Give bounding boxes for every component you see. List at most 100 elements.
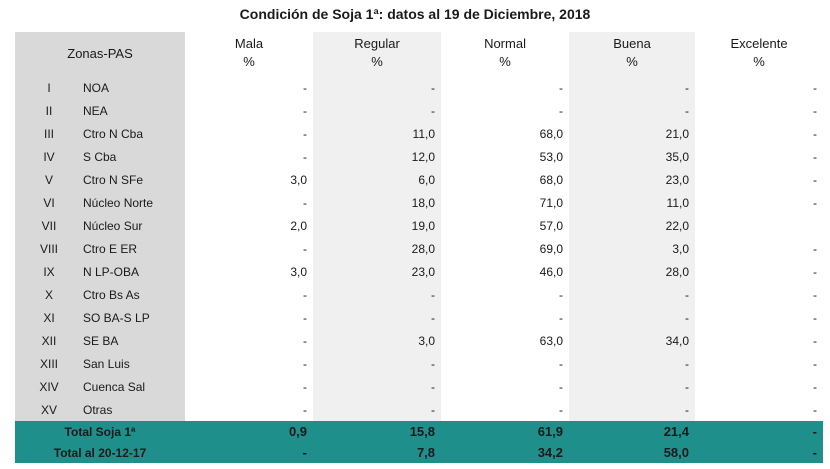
cell-mala: - [303,126,308,141]
cell-mala: - [303,402,308,417]
total-cell-normal: 34,2 [441,442,570,463]
cell-mala: 2,0 [290,218,308,233]
col-unit: % [243,54,255,69]
cell-excelente: - [813,149,818,164]
cell-normal: - [559,310,564,325]
total-cell-excelente: - [695,421,824,442]
zone-number: X [15,283,83,306]
cell-mala: - [303,103,308,118]
total-cell-regular: 7,8 [313,442,442,463]
col-name: Excelente [730,36,788,51]
cell-normal: 46,0 [539,264,564,279]
cell-mala: - [303,287,308,302]
table-row: VI Núcleo Norte -18,0 71,0 11,0- [15,191,823,214]
cell-excelente: - [813,103,818,118]
cell-normal: - [559,103,564,118]
col-name: Regular [354,36,400,51]
cell-regular: - [313,306,442,329]
col-name: Buena [613,36,651,51]
table-title: Condición de Soja 1ª: datos al 19 de Dic… [239,6,591,22]
zone-name: S Cba [83,145,186,168]
cell-excelente: - [813,333,818,348]
cell-normal: - [559,287,564,302]
cell-mala: - [303,80,308,95]
cell-regular: 11,0 [313,122,442,145]
cell-regular: - [313,352,442,375]
cell-mala: - [303,310,308,325]
table-row: V Ctro N SFe 3,0 6,0 68,0 23,0 - [15,168,823,191]
cell-normal: 68,0 [539,126,564,141]
table-row: XV Otras - - - - - [15,398,823,421]
cell-buena: - [569,76,696,99]
zone-name: Núcleo Norte [83,191,186,214]
zone-number: I [15,76,83,99]
cell-mala: - [303,241,308,256]
cell-regular: - [313,76,442,99]
cell-buena: - [569,306,696,329]
zone-number: IV [15,145,83,168]
cell-buena: - [569,398,696,421]
cell-normal: 57,0 [539,218,564,233]
cell-regular: - [313,99,442,122]
cell-buena: 3,0 [569,237,696,260]
cell-excelente: - [813,356,818,371]
cell-regular: 23,0 [313,260,442,283]
col-name: Mala [234,36,264,51]
total-cell-mala: 0,9 [185,421,314,442]
cell-mala: 3,0 [290,264,308,279]
col-name: Normal [484,36,526,51]
table-body: I NOA - - - - - II NEA - - - - - III Ctro N Cba -11,0 68,… [15,76,824,463]
cell-excelente [695,214,823,237]
total-cell-buena: 21,4 [569,421,696,442]
cell-normal: 68,0 [539,172,564,187]
table-row: IX N LP-OBA 3,0 23,0 46,0 28,0 - [15,260,823,283]
cell-buena: 22,0 [569,214,696,237]
cell-normal: 69,0 [539,241,564,256]
table-row: XIII San Luis - - - - - [15,352,823,375]
zone-name: NEA [83,99,186,122]
col-unit: % [753,54,765,69]
cell-buena: - [569,375,696,398]
cell-mala: - [303,195,308,210]
zone-number: III [15,122,83,145]
col-unit: % [499,54,511,69]
cell-mala: 3,0 [290,172,308,187]
cell-buena: - [569,99,696,122]
zone-number: XIV [15,375,83,398]
zone-name: Núcleo Sur [83,214,186,237]
cell-normal: - [559,402,564,417]
col-header-regular: Regular% [313,32,442,76]
zone-name: Ctro N SFe [83,168,186,191]
cell-normal: - [559,80,564,95]
zone-name: San Luis [83,352,186,375]
table-row: IV S Cba -12,0 53,0 35,0- [15,145,823,168]
zone-name: Otras [83,398,186,421]
cell-buena: 28,0 [569,260,696,283]
zone-name: NOA [83,76,186,99]
total-label: Total al 20-12-17 [15,442,186,463]
cell-regular: 6,0 [313,168,442,191]
cell-buena: 35,0 [569,145,696,168]
zone-number: XI [15,306,83,329]
cell-regular: - [313,398,442,421]
cell-regular: 3,0 [313,329,442,352]
col-unit: % [626,54,638,69]
zone-number: VII [15,214,83,237]
cell-buena: 23,0 [569,168,696,191]
table-row: VIII Ctro E ER -28,0 69,0 3,0- [15,237,823,260]
cell-buena: - [569,352,696,375]
cell-buena: 11,0 [569,191,696,214]
cell-excelente: - [813,172,818,187]
cell-normal: 71,0 [539,195,564,210]
cell-regular: 18,0 [313,191,442,214]
cell-regular: 19,0 [313,214,442,237]
cell-regular: 28,0 [313,237,442,260]
cell-normal: 53,0 [539,149,564,164]
col-header-excelente: Excelente% [695,32,823,76]
zone-number: V [15,168,83,191]
zone-name: Ctro N Cba [83,122,186,145]
zone-name: N LP-OBA [83,260,186,283]
zone-number: II [15,99,83,122]
cell-buena: 34,0 [569,329,696,352]
zone-number: XIII [15,352,83,375]
